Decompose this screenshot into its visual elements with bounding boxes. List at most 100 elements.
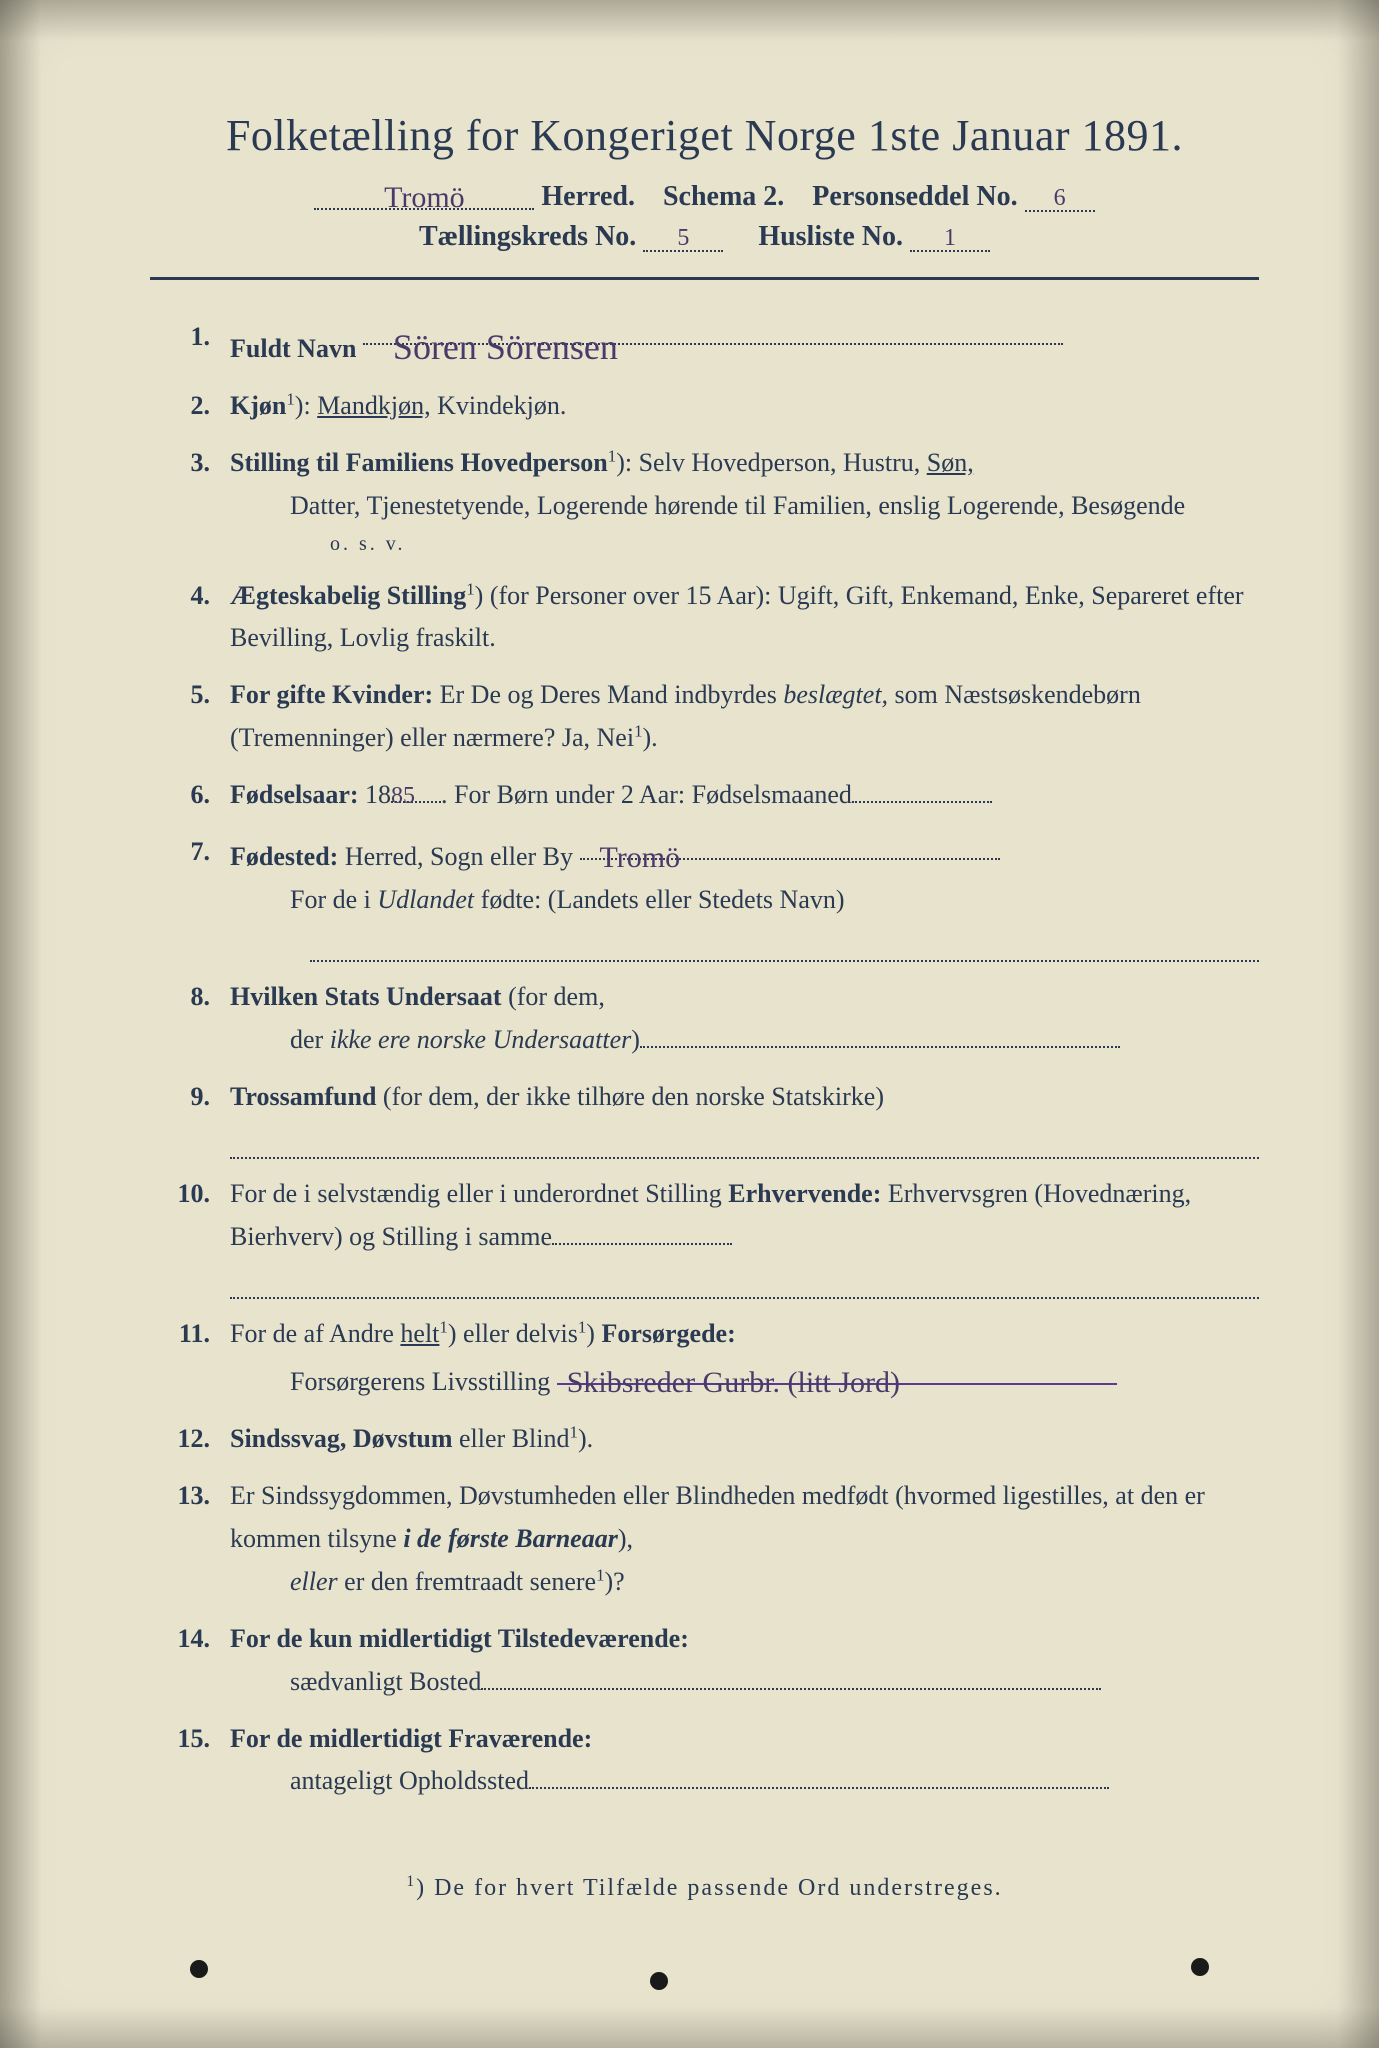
- fodested-label: Fødested:: [230, 842, 338, 871]
- sup-1: 1: [578, 1318, 586, 1337]
- gifte-kvinder-label: For gifte Kvinder:: [230, 680, 433, 709]
- husliste-no-field: 1: [910, 221, 990, 252]
- items-list: 1. Fuldt Navn Sören Sörensen 2. Kjøn1): …: [150, 316, 1259, 1803]
- item-6: 6. Fødselsaar: 1885. For Børn under 2 Aa…: [170, 774, 1259, 817]
- header-line-1: Tromö Herred. Schema 2. Personseddel No.…: [150, 179, 1259, 213]
- item-number: 8.: [170, 976, 230, 1062]
- aegteskab-label: Ægteskabelig Stilling: [230, 581, 466, 610]
- herred-field: Tromö: [314, 179, 534, 210]
- item-3: 3. Stilling til Familiens Hovedperson1):…: [170, 442, 1259, 561]
- item-body: For de i selvstændig eller i underordnet…: [230, 1173, 1259, 1299]
- item-10: 10. For de i selvstændig eller i underor…: [170, 1173, 1259, 1299]
- item-2: 2. Kjøn1): Mandkjøn, Kvindekjøn.: [170, 385, 1259, 428]
- item-body: For de kun midlertidigt Tilstedeværende:…: [230, 1618, 1259, 1704]
- herred-label: Herred.: [541, 181, 635, 212]
- stilling-opts-b: Datter, Tjenestetyende, Logerende hørend…: [230, 485, 1185, 528]
- item-number: 3.: [170, 442, 230, 561]
- beslaegtet: beslægtet,: [783, 680, 888, 709]
- fravarende-label: For de midlertidigt Fraværende:: [230, 1724, 592, 1753]
- item-body: Stilling til Familiens Hovedperson1): Se…: [230, 442, 1259, 561]
- stilling-opts-a: Selv Hovedperson, Hustru,: [639, 448, 927, 477]
- personseddel-label: Personseddel No.: [812, 181, 1017, 212]
- forsorgeren-text: Forsørgerens Livsstilling: [230, 1367, 550, 1396]
- item-number: 10.: [170, 1173, 230, 1299]
- kjon-label: Kjøn: [230, 391, 286, 420]
- item-number: 14.: [170, 1618, 230, 1704]
- divider-rule: [150, 277, 1259, 280]
- fodested-value: Tromö: [600, 841, 681, 874]
- item-14: 14. For de kun midlertidigt Tilstedevære…: [170, 1618, 1259, 1704]
- opholdssted-text: antageligt Opholdssted: [230, 1766, 529, 1795]
- item-number: 2.: [170, 385, 230, 428]
- item-5: 5. For gifte Kvinder: Er De og Deres Man…: [170, 674, 1259, 760]
- item-number: 6.: [170, 774, 230, 817]
- sup-1: 1: [466, 579, 474, 598]
- page-title: Folketælling for Kongeriget Norge 1ste J…: [150, 110, 1259, 161]
- udlandet-italic: Udlandet: [377, 885, 474, 914]
- erhvervende-label: Erhvervende:: [728, 1179, 881, 1208]
- item-body: Fødested: Herred, Sogn eller By Tromö Fo…: [230, 831, 1259, 962]
- header-line-2: Tællingskreds No. 5 Husliste No. 1: [150, 221, 1259, 253]
- punch-hole: [1191, 1958, 1209, 1976]
- fodested-field: Tromö: [580, 831, 1000, 860]
- son-underlined: Søn,: [927, 448, 974, 477]
- item-11: 11. For de af Andre helt1) eller delvis1…: [170, 1313, 1259, 1404]
- item-body: For de midlertidigt Fraværende: antageli…: [230, 1718, 1259, 1804]
- blind-text: eller Blind: [453, 1424, 570, 1453]
- punch-hole: [190, 1960, 208, 1978]
- item-number: 12.: [170, 1418, 230, 1461]
- fuldt-navn-label: Fuldt Navn: [230, 334, 356, 363]
- trossamfund-text: (for dem, der ikke tilhøre den norske St…: [376, 1082, 884, 1111]
- fodselsaar-label: Fødselsaar:: [230, 780, 359, 809]
- livsstilling-field: Skibsreder Gurbr. (litt Jord): [557, 1356, 1117, 1385]
- item-number: 11.: [170, 1313, 230, 1404]
- kvindekjon: Kvindekjøn.: [431, 391, 567, 420]
- osv-text: o. s. v.: [330, 528, 1259, 561]
- item-12: 12. Sindssvag, Døvstum eller Blind1).: [170, 1418, 1259, 1461]
- item-body: Sindssvag, Døvstum eller Blind1).: [230, 1418, 1259, 1461]
- gifte-text-a: Er De og Deres Mand indbyrdes: [433, 680, 783, 709]
- stilling-label: Stilling til Familiens Hovedperson: [230, 448, 608, 477]
- item-4: 4. Ægteskabelig Stilling1) (for Personer…: [170, 575, 1259, 661]
- sup-1: 1: [596, 1565, 604, 1584]
- forsorgede-label: Forsørgede:: [595, 1319, 736, 1348]
- sup-1: 1: [634, 722, 642, 741]
- item-number: 9.: [170, 1076, 230, 1159]
- item-number: 13.: [170, 1475, 230, 1604]
- item-number: 1.: [170, 316, 230, 371]
- item-number: 15.: [170, 1718, 230, 1804]
- livsstilling-value: Skibsreder Gurbr. (litt Jord): [567, 1366, 900, 1399]
- taellingskreds-label: Tællingskreds No.: [419, 221, 636, 252]
- year-value: 85: [391, 783, 415, 809]
- item-1: 1. Fuldt Navn Sören Sörensen: [170, 316, 1259, 371]
- barneaar-italic: i de første Barneaar: [403, 1524, 618, 1553]
- udlandet-line: [310, 926, 1259, 962]
- sindssygdom-c: er den fremtraadt senere: [338, 1567, 596, 1596]
- month-field: [852, 775, 992, 804]
- footnote: 1) De for hvert Tilfælde passende Ord un…: [150, 1873, 1259, 1902]
- fuldt-navn-value: Sören Sörensen: [393, 327, 618, 367]
- item-body: Er Sindssygdommen, Døvstumheden eller Bl…: [230, 1475, 1259, 1604]
- taellingskreds-no-field: 5: [643, 221, 723, 252]
- sup-1: 1: [286, 389, 294, 408]
- item-7: 7. Fødested: Herred, Sogn eller By Tromö…: [170, 831, 1259, 962]
- undersaat-der: der: [230, 1025, 330, 1054]
- sindssvag-label: Sindssvag, Døvstum: [230, 1424, 453, 1453]
- helt-underlined: helt: [400, 1319, 439, 1348]
- item-body: Kjøn1): Mandkjøn, Kvindekjøn.: [230, 385, 1259, 428]
- fodested-text: Herred, Sogn eller By: [338, 842, 573, 871]
- tilstedevarende-label: For de kun midlertidigt Tilstedeværende:: [230, 1624, 689, 1653]
- item-number: 7.: [170, 831, 230, 962]
- item-number: 4.: [170, 575, 230, 661]
- udlandet-prefix: For de i: [230, 885, 377, 914]
- fodselsmaaned-text: For Børn under 2 Aar: Fødselsmaaned: [448, 780, 852, 809]
- item-number: 5.: [170, 674, 230, 760]
- eller-italic: eller: [230, 1567, 338, 1596]
- sup-1: 1: [439, 1318, 447, 1337]
- footnote-sup: 1: [406, 1873, 416, 1890]
- undersaat-line: [640, 1019, 1120, 1048]
- sindssygdom-b: ),: [618, 1524, 633, 1553]
- item-15: 15. For de midlertidigt Fraværende: anta…: [170, 1718, 1259, 1804]
- bosted-line: [481, 1661, 1101, 1690]
- sup-1: 1: [608, 446, 616, 465]
